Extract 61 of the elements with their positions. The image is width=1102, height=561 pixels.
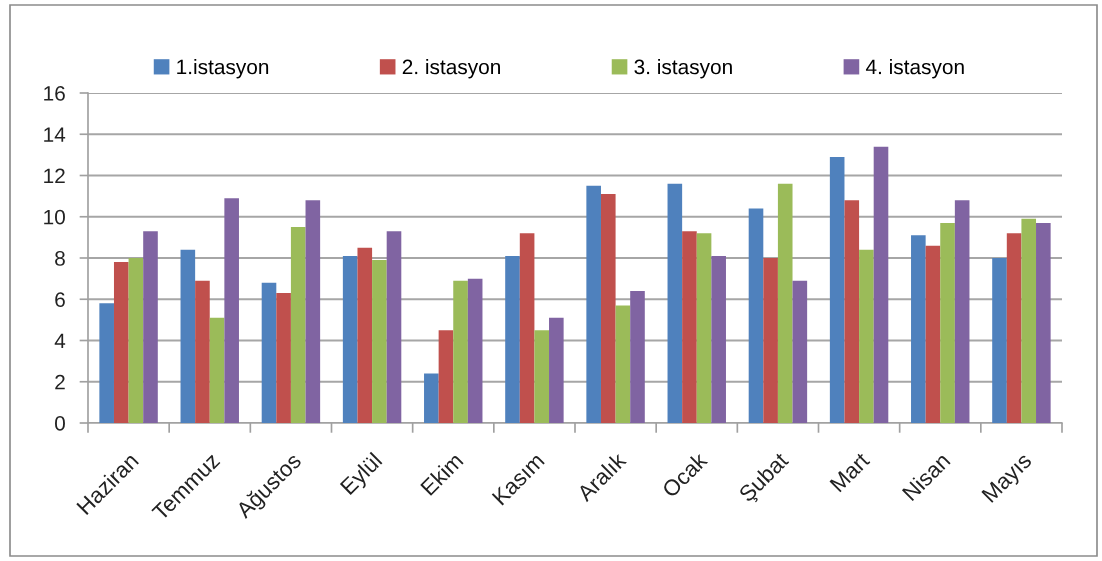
bar: [844, 200, 860, 423]
bar: [438, 330, 454, 423]
bar: [290, 227, 306, 423]
bar: [180, 249, 196, 423]
bar: [829, 156, 845, 423]
y-tick-label: 2: [55, 374, 65, 390]
bar: [113, 262, 129, 423]
bar: [143, 231, 158, 423]
bar: [911, 235, 926, 423]
bar: [992, 258, 1007, 423]
bar: [925, 245, 941, 423]
legend-label: 3. istasyon: [634, 59, 732, 79]
bar: [667, 183, 683, 423]
bar: [372, 260, 387, 423]
bar: [386, 231, 402, 423]
y-tick-label: 4: [54, 333, 66, 349]
bar: [1006, 233, 1022, 423]
bar: [424, 373, 439, 423]
bar: [342, 255, 358, 423]
bar: [505, 255, 520, 423]
bar: [682, 231, 697, 423]
bar: [224, 198, 239, 423]
bar: [453, 280, 468, 423]
bar: [586, 185, 601, 423]
legend-label: 4. istasyon: [865, 59, 964, 79]
bar: [777, 183, 793, 423]
bar: [534, 330, 550, 423]
bar: [600, 194, 616, 423]
y-tick-label: 0: [55, 416, 65, 431]
bar: [696, 233, 712, 423]
bar: [99, 303, 114, 423]
bar: [1021, 218, 1037, 423]
bar: [873, 146, 889, 423]
legend-label: 1.istasyon: [177, 59, 269, 79]
bar: [711, 255, 726, 423]
y-tick-label: 14: [44, 127, 66, 142]
bar: [195, 280, 210, 423]
bar: [276, 293, 291, 423]
bar: [615, 305, 631, 423]
bar: [305, 200, 321, 423]
bar: [859, 249, 874, 423]
y-tick-label: 16: [44, 86, 65, 101]
bar: [519, 233, 535, 423]
bar: [128, 258, 144, 423]
y-tick-label: 6: [55, 292, 65, 307]
bar: [748, 208, 764, 423]
bar: [549, 317, 564, 423]
bar: [357, 247, 373, 423]
y-tick-label: 10: [44, 209, 65, 225]
legend-label: 2. istasyon: [402, 59, 500, 79]
bar: [763, 258, 778, 423]
bar: [209, 317, 225, 423]
bar: [940, 222, 955, 423]
bar: [954, 200, 970, 423]
bar: [1036, 222, 1051, 423]
bar: [792, 280, 808, 423]
bar: [467, 278, 483, 423]
bar: [630, 291, 645, 423]
bar: [261, 282, 277, 423]
y-tick-label: 8: [55, 251, 65, 266]
y-tick-label: 12: [44, 168, 65, 184]
